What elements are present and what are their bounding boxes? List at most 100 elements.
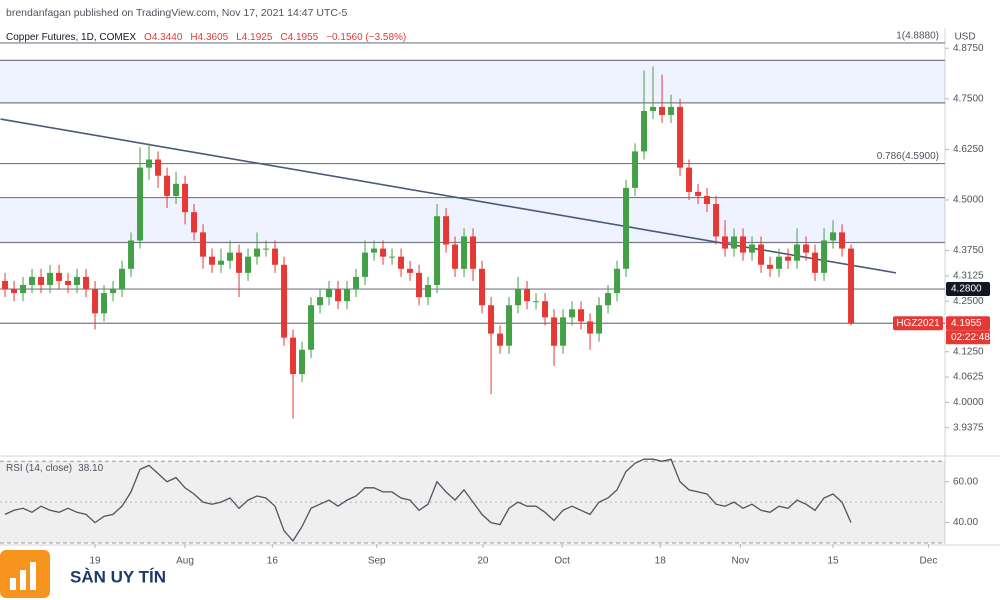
candle-body [290,337,297,375]
ohlc-value: O4.3440 [144,32,183,43]
candle-body [695,191,702,196]
candle-body [236,252,243,273]
candle-body [551,317,558,346]
candle-body [812,252,819,273]
x-tick-label: 19 [89,556,101,567]
candle-body [479,268,486,306]
candle-body [434,216,441,285]
candle-body [686,167,693,192]
candle-body [641,110,648,152]
candle-body [209,256,216,265]
candle-body [443,216,450,245]
candle-body [407,268,414,273]
candle-body [92,289,99,314]
candle-body [299,349,306,375]
price-tag-label: 4.2800 [951,284,982,295]
x-tick-label: Sep [368,556,386,567]
candle-body [308,305,315,350]
y-tick-label: 4.7500 [953,93,984,104]
rsi-name: RSI (14, close) [6,463,72,474]
candle-body [542,301,549,318]
candle-body [830,232,837,241]
candle-body [65,280,72,285]
x-tick-label: Nov [731,556,749,567]
publisher-header: brendanfagan published on TradingView.co… [6,7,347,19]
candle-body [623,187,630,269]
candle-body [272,248,279,265]
candle-body [110,289,117,294]
candle-body [218,260,225,265]
x-tick-label: 20 [477,556,489,567]
rsi-label: RSI (14, close) 38.10 [6,463,104,474]
candle-body [497,333,504,346]
candle-body [839,232,846,249]
candle-body [848,248,855,324]
candle-body [263,248,270,250]
candle-body [182,183,189,213]
candle-body [353,276,360,290]
candle-body [29,276,36,285]
candle-body [362,252,369,277]
candle-body [803,244,810,253]
x-tick-label: 18 [655,556,667,567]
candle-body [74,276,81,285]
candle-body [155,159,162,176]
candle-body [515,289,522,306]
candle-body [461,236,468,269]
candle-body [146,159,153,168]
candle-body [56,272,63,281]
logo-text: SÀN UY TÍN [70,567,166,586]
candle-body [488,305,495,334]
currency: USD [954,32,975,43]
candle-body [749,244,756,253]
candle-body [704,195,711,205]
candle-body [794,244,801,261]
y-tick-label: 4.0000 [953,397,984,408]
y-tick-label: 4.1250 [953,346,984,357]
candle-body [38,276,45,285]
candle-body [506,305,513,346]
y-tick-label: 4.0625 [953,372,984,383]
y-tick-label: 4.3750 [953,245,984,256]
y-tick-label: 4.5000 [953,195,984,206]
countdown-tag [946,330,990,345]
candle-body [677,106,684,168]
candle-body [398,256,405,269]
candle-body [524,289,531,302]
candle-body [245,256,252,273]
candle-body [785,256,792,261]
rsi-line [4,458,852,542]
candle-body [776,256,783,269]
candle-body [713,204,720,237]
rsi-y-tick-label: 60.00 [953,476,978,487]
x-tick-label: 15 [827,556,839,567]
candle-body [605,293,612,306]
candle-body [128,240,135,269]
candle-body [560,317,567,346]
logo-bar [20,570,26,590]
ohlc-value: C4.1955 [280,32,318,43]
candle-body [2,280,9,290]
y-tick-label: 4.2500 [953,296,984,307]
candle-body [11,289,18,294]
candle-body [254,248,261,257]
candle-body [425,285,432,298]
candle-body [470,236,477,269]
x-tick-label: Oct [554,556,570,567]
countdown: 02:22:48 [951,332,990,343]
candle-body [101,293,108,314]
candle-body [821,240,828,273]
candle-body [740,236,747,253]
candle-body [344,289,351,302]
candle-body [380,248,387,257]
symbol-tag-label: HGZ2021 [896,318,940,329]
candle-body [191,212,198,233]
candle-body [335,289,342,302]
x-tick-label: 16 [267,556,279,567]
candle-body [281,264,288,338]
candle-body [164,175,171,196]
candle-body [668,106,675,115]
y-tick-label: 4.3125 [953,271,984,282]
x-tick-label: Aug [176,556,194,567]
